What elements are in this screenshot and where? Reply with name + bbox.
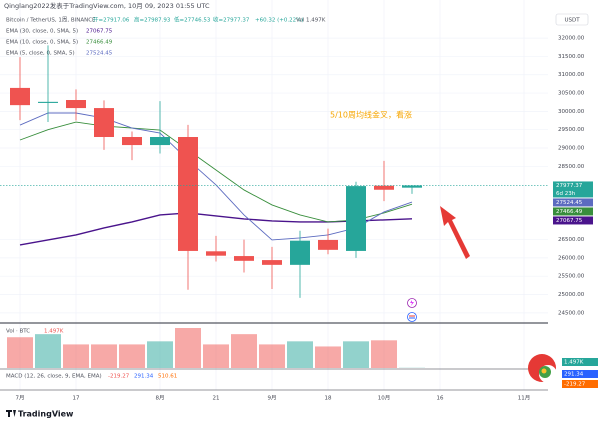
volume-bar [343,341,369,368]
x-tick-label: 8月 [156,395,165,402]
footer-logo [6,410,16,417]
ohlc-open: 开=27917.06 [93,17,130,24]
macd-value: 291.34 [134,374,154,380]
ohlc-change: +60.32 (+0.22%) [255,18,303,24]
candle-body [206,251,226,256]
volume-bar [175,328,201,368]
flag-icon[interactable] [407,312,417,322]
x-tick-label: 9月 [268,395,277,402]
y-tick-label: 31500.00 [558,54,585,60]
indicator-label: 27466.49 [556,209,583,215]
candle-body [262,260,282,265]
volume-bar [371,340,397,368]
ohlc-high: 高=27987.93 [134,16,171,24]
indicator-value: 27524.45 [86,51,113,57]
event-icon-glyph [410,300,414,306]
volume-bar [259,344,285,368]
x-tick-label: 17 [73,396,80,402]
y-tick-label: 25000.00 [558,292,585,298]
x-tick-label: 16 [437,396,444,402]
logo-shape [541,368,547,374]
macd-axis-label-box [562,370,598,378]
volume-bar [91,344,117,368]
volume-axis-label-box [562,358,598,366]
y-tick-label: 24500.00 [558,310,585,316]
candle-body [346,186,366,251]
price-label: 27977.37 [556,183,583,189]
volume-bar [203,344,229,368]
candle-body [402,185,422,188]
volume-bar [7,337,33,368]
candle-body [38,101,58,103]
candle-body [150,137,170,146]
indicator-label-box [553,207,593,216]
candle-body [234,256,254,261]
macd-axis-label: -219.27 [564,382,586,388]
volume-bar [147,341,173,368]
y-tick-label: 26500.00 [558,237,585,243]
volume-title: Vol · BTC [6,329,30,335]
candle-body [66,100,86,109]
candle-body [178,137,198,251]
y-tick-label: 32000.00 [558,36,585,42]
volume-bar [35,334,61,368]
ohlc-low: 低=27746.53 [174,16,211,24]
y-tick-label: 29000.00 [558,145,585,151]
publisher-line: Qinglang2022发表于TradingView.com, 10月 09, … [4,1,210,10]
candle-body [290,240,310,265]
indicator-label-box [553,198,593,207]
plot [0,45,548,368]
x-tick-label: 18 [325,396,332,402]
x-tick-label: 21 [213,396,220,402]
indicator-name: EMA (30, close, 0, SMA, 5) [6,29,78,35]
y-tick-label: 26000.00 [558,255,585,261]
indicator-label: 27524.45 [556,200,583,206]
currency[interactable]: USDT [564,18,580,24]
macd-title: MACD (12, 26, close, 9, EMA, EMA) [6,374,102,380]
volume-bar [119,344,145,368]
grid [0,0,548,390]
volume-axis-label: 1.497K [564,360,584,366]
indicator-label: 27067.75 [556,218,583,224]
currency-box[interactable] [555,13,589,26]
countdown-label: 6d 23h [556,191,576,197]
y-tick-label: 28500.00 [558,164,585,170]
indicator-label-box [553,216,593,225]
volume-bar [63,344,89,368]
x-tick-label: 10月 [378,395,391,402]
candle-body [374,185,394,190]
candle-body [122,137,142,146]
arrow [440,206,470,259]
volume-legend-value: 1.497K [44,329,64,335]
macd-signal-value: 510.61 [158,374,177,380]
y-tick-label: 29500.00 [558,127,585,133]
indicator-value: 27466.49 [86,40,113,46]
symbol: Bitcoin / TetherUS, 1周, BINANCE [6,17,96,24]
volume-bar [315,346,341,368]
volume-bar [231,334,257,368]
volume-header: Vol 1.497K [296,18,326,24]
indicator-name: EMA (10, close, 0, SMA, 5) [6,40,78,46]
volume-bar [287,341,313,368]
candle-body [10,87,30,106]
y-tick-label: 30500.00 [558,91,585,97]
macd-axis-label: 291.34 [564,372,584,378]
logo [528,354,557,383]
candle-body [94,108,114,138]
x-tick-label: 11月 [518,395,531,402]
macd-histogram-value: -219.27 [108,374,130,380]
y-tick-label: 25500.00 [558,274,585,280]
price-label-box [553,181,593,198]
annotation: 5/10周均线金叉，看涨 [330,110,412,120]
x-tick-label: 7月 [16,395,25,402]
candle-body [318,239,338,250]
footer-brand: TradingView [18,410,74,419]
indicator-value: 27067.75 [86,29,113,35]
y-tick-label: 31000.00 [558,72,585,78]
indicator-name: EMA (5, close, 0, SMA, 5) [6,51,75,57]
ohlc-close: 收=27977.37 [213,16,250,24]
macd-axis-label-box [562,380,598,388]
y-tick-label: 30000.00 [558,109,585,115]
